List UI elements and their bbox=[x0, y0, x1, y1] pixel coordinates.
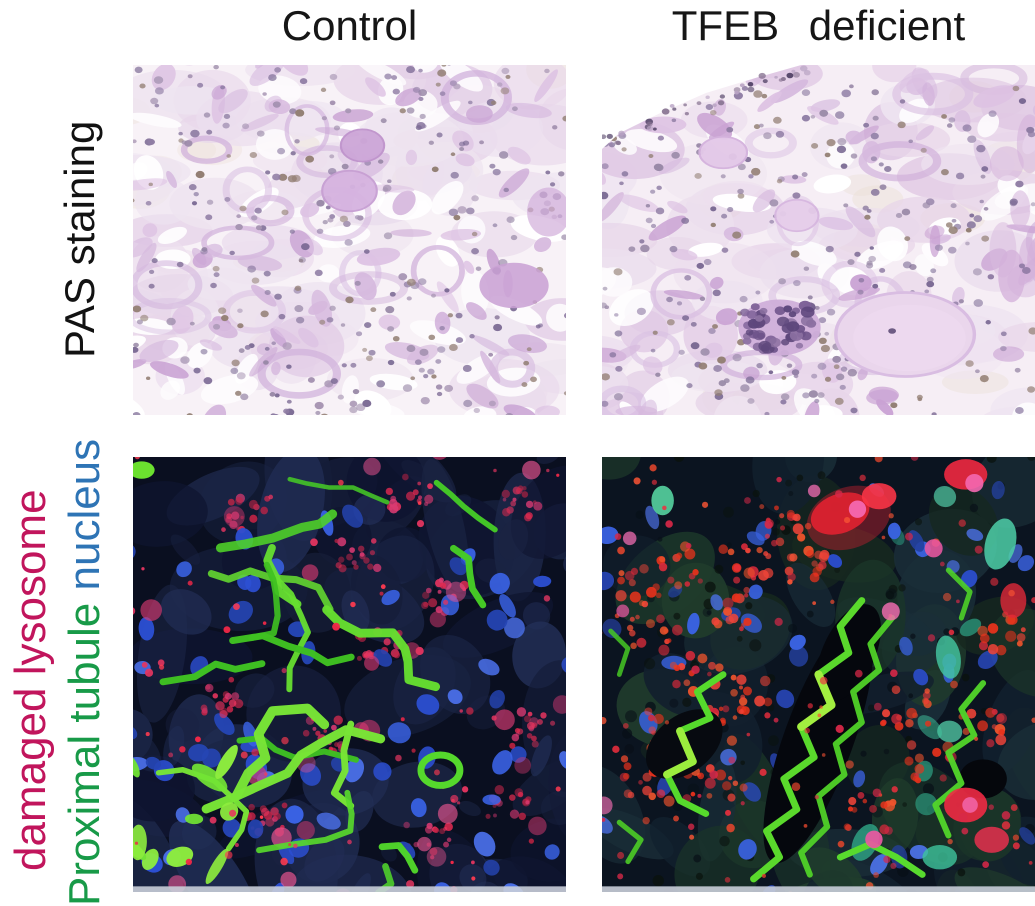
legend-nucleus: nucleus bbox=[60, 438, 109, 591]
micrograph-fluorescence-control bbox=[133, 457, 566, 892]
micrograph-pas-tfeb-deficient bbox=[602, 65, 1035, 415]
legend-proximal-tubule: Proximal tubule bbox=[60, 602, 109, 906]
legend-proximal-tubule-nucleus: Proximal tubule nucleus bbox=[60, 439, 114, 906]
column-header-control: Control bbox=[281, 2, 418, 49]
column-header-tfeb-deficient: TFEB deficient bbox=[671, 2, 966, 49]
row-label-pas-staining: PAS staining bbox=[56, 120, 103, 358]
legend-damaged-lysosome: damaged lysosome bbox=[6, 489, 55, 872]
micrograph-pas-control bbox=[133, 65, 566, 415]
micrograph-fluorescence-tfeb-deficient bbox=[602, 457, 1035, 892]
